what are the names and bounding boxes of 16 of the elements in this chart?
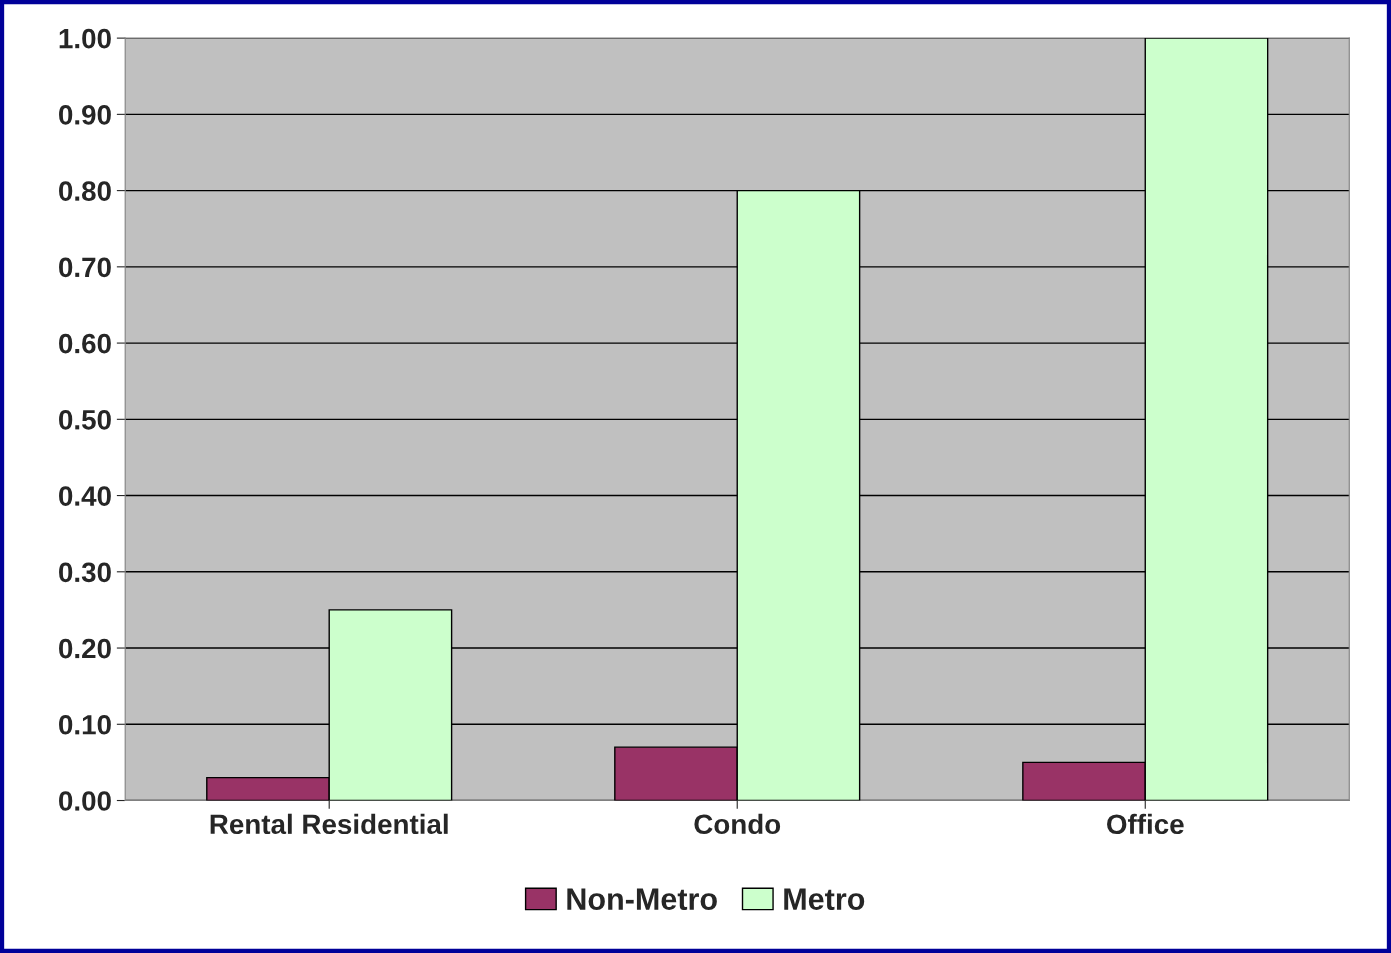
- y-tick-label: 0.10: [59, 714, 111, 735]
- y-tick-label: 0.70: [59, 257, 111, 278]
- y-tick-label: 0.30: [59, 562, 111, 583]
- y-tick-label: 0.50: [59, 409, 111, 430]
- y-tick-label: 0.90: [59, 105, 111, 125]
- legend-label: Metro: [784, 888, 865, 910]
- y-tick-label: 0.20: [59, 638, 111, 659]
- x-tick-label: Office: [1107, 813, 1184, 835]
- legend-label: Non-Metro: [567, 888, 717, 910]
- y-tick-label: 0.80: [59, 181, 111, 201]
- y-tick-label: 0.60: [59, 333, 111, 354]
- y-tick-label: 1.00: [59, 28, 111, 49]
- y-tick-label: 0.00: [59, 791, 111, 811]
- y-tick-label: 0.40: [59, 486, 111, 506]
- x-tick-label: Rental Residential: [210, 813, 448, 835]
- x-tick-label: Condo: [694, 813, 781, 835]
